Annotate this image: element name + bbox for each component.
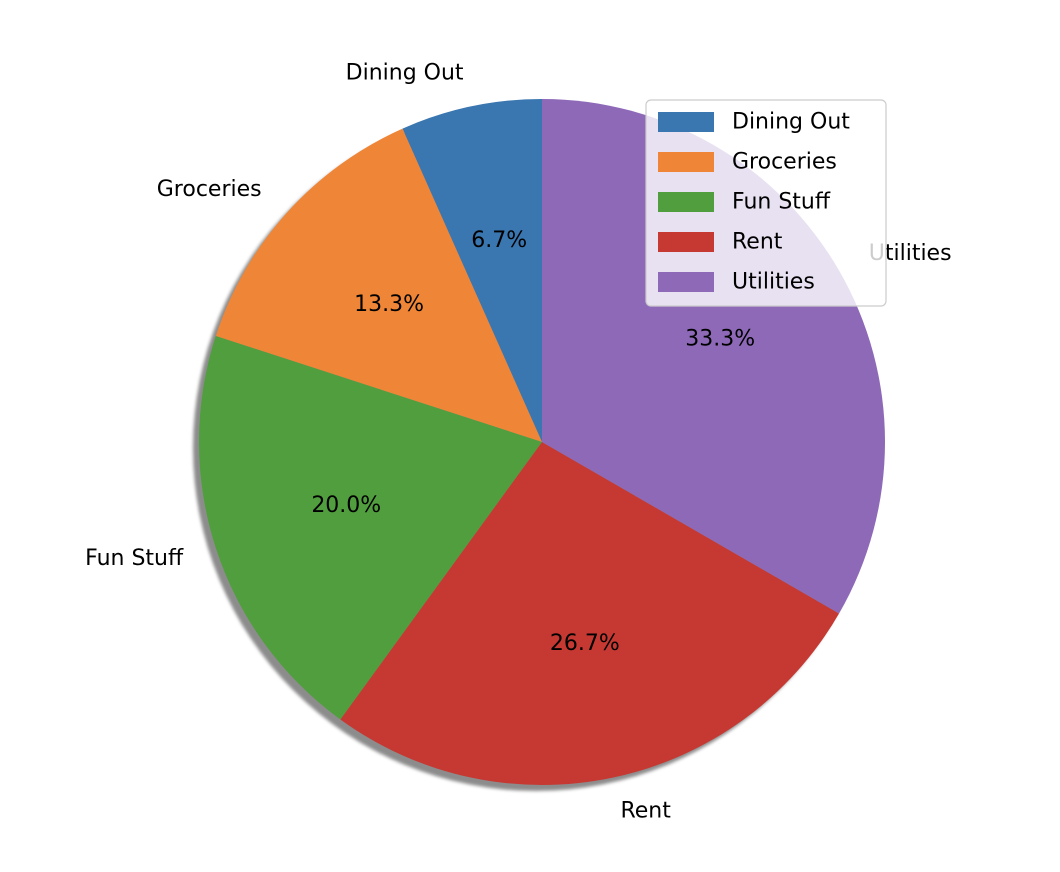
legend-swatch-dining-out — [658, 112, 714, 132]
pie-outer-labels: Dining Out Groceries Fun Stuff Rent Utilitie… — [85, 60, 951, 823]
pie-slice-rent — [340, 442, 840, 786]
pie-slice-dining-out — [402, 99, 542, 442]
legend-swatch-utilities — [658, 272, 714, 292]
pie-percent-labels: 6.7% 13.3% 20.0% 26.7% 33.3% — [311, 228, 755, 656]
slice-percent-groceries: 13.3% — [354, 292, 424, 317]
slice-percent-utilities: 33.3% — [685, 327, 755, 352]
legend-swatch-fun-stuff — [658, 192, 714, 212]
slice-percent-fun-stuff: 20.0% — [311, 493, 381, 518]
slice-label-rent: Rent — [620, 799, 671, 824]
legend-swatch-groceries — [658, 152, 714, 172]
legend-box — [645, 99, 887, 307]
slice-label-dining-out: Dining Out — [346, 60, 464, 85]
legend-swatch-rent — [658, 232, 714, 252]
slice-percent-dining-out: 6.7% — [471, 228, 527, 253]
legend-label-fun-stuff: Fun Stuff — [732, 190, 831, 215]
legend: Dining Out Groceries Fun Stuff Rent Utilitie… — [645, 99, 887, 307]
slice-label-fun-stuff: Fun Stuff — [85, 546, 184, 571]
legend-label-rent: Rent — [732, 230, 783, 255]
pie-slices — [198, 99, 885, 786]
slice-label-groceries: Groceries — [157, 177, 262, 202]
pie-slice-groceries — [215, 128, 543, 442]
legend-label-groceries: Groceries — [732, 150, 837, 175]
slice-percent-rent: 26.7% — [550, 631, 620, 656]
legend-label-utilities: Utilities — [732, 270, 815, 295]
legend-label-dining-out: Dining Out — [732, 110, 850, 135]
pie-slice-fun-stuff — [198, 336, 542, 720]
